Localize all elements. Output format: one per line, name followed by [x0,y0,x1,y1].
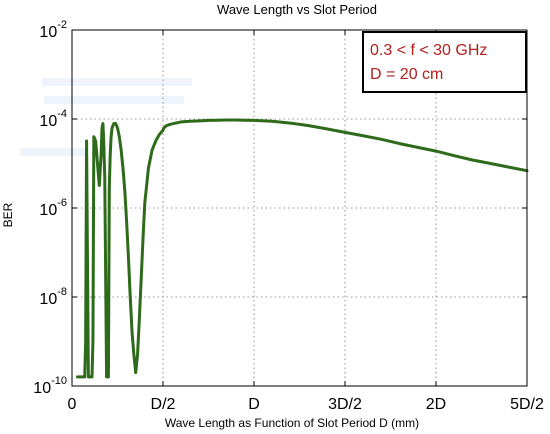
y-tick-label: 10-4 [39,108,67,130]
series-layer [75,118,529,379]
y-axis-label: BER [1,202,15,227]
faint-background-text [20,78,192,156]
legend-line-frequency: 0.3 < f < 30 GHz [370,42,487,59]
x-tick-label: 0 [68,396,77,413]
y-tick-label: 10-2 [39,19,67,41]
x-tick-label: D/2 [151,396,176,413]
legend-line-period: D = 20 cm [370,66,443,83]
axis-ticks: 0 D/2 D 3D/2 2D 5D/2 10-10 10-8 10-6 10-4 10-2 [33,19,544,413]
x-tick-label: 2D [426,396,446,413]
chart-title: Wave Length vs Slot Period [217,2,377,17]
ber-curve [75,118,529,379]
y-tick-label: 10-8 [39,286,67,308]
x-axis-label: Wave Length as Function of Slot Period D… [165,416,419,430]
x-tick-label: D [248,396,260,413]
y-tick-label: 10-10 [33,375,67,397]
x-tick-label: 5D/2 [510,396,544,413]
x-tick-label: 3D/2 [328,396,362,413]
legend: 0.3 < f < 30 GHz D = 20 cm [362,31,527,93]
y-tick-label: 10-6 [39,197,67,219]
legend-box [362,31,527,93]
